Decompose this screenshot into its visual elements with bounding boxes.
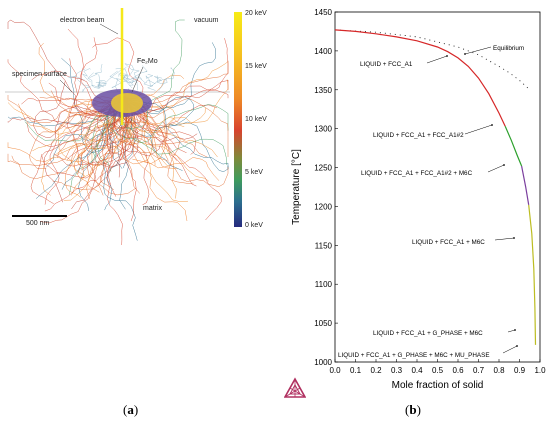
x-tick-label: 0.7: [473, 366, 485, 375]
x-axis-label: Mole fraction of solid: [392, 380, 484, 391]
y-tick-label: 1250: [314, 164, 332, 173]
liquid-fcc-fcc2-m6c-annotation-arrow: [487, 164, 505, 173]
colorbar-tick-0: 0 keV: [245, 222, 263, 229]
liquid-fcc-m6c-annotation-arrowhead: [513, 237, 515, 239]
electron-beam-label: electron beam: [60, 17, 105, 24]
x-tick-label: 0.2: [370, 366, 382, 375]
liquid-fcc-g-m6c-annotation: LIQUID + FCC_A1 + G_PHASE + M6C: [373, 330, 483, 337]
precipitate-pointer: [131, 66, 144, 93]
trajectory-group: [7, 19, 229, 246]
liquid-fcc-fcc2-m6c-annotation-arrowhead: [503, 164, 505, 166]
vacuum-label: vacuum: [194, 17, 219, 24]
x-tick-label: 0.5: [432, 366, 444, 375]
x-tick-label: 0.6: [452, 366, 464, 375]
thermocalc-logo-icon: [284, 377, 306, 398]
liquid-fcc-fcc2-m6c-annotation: LIQUID + FCC_A1 + FCC_A1#2 + M6C: [361, 170, 473, 177]
liquid-fcc-annotation-arrow: [426, 55, 448, 64]
y-tick-label: 1150: [315, 241, 333, 250]
y-tick-label: 1200: [314, 202, 332, 211]
scale-bar: [12, 215, 67, 217]
electron-beam-pointer: [99, 23, 119, 35]
series-scheil-segment-2: [521, 165, 530, 205]
equilibrium-annotation-arrow: [464, 46, 492, 55]
surface-pointer: [59, 79, 73, 93]
x-tick-label: 0.9: [514, 366, 526, 375]
liquid-fcc-g-m6c-annotation-arrow: [507, 329, 516, 333]
liquid-fcc-m6c-annotation: LIQUID + FCC_A1 + M6C: [412, 239, 485, 246]
equilibrium-annotation: Equilibrium: [493, 45, 524, 52]
series-scheil-segment-1: [504, 126, 523, 167]
series-scheil-segment-0: [334, 29, 506, 127]
y-tick-label: 1300: [314, 125, 332, 134]
x-tick-label: 0.1: [350, 366, 362, 375]
colorbar-tick-15: 15 keV: [245, 63, 267, 70]
y-tick-label: 1050: [314, 319, 332, 328]
panel-a-simulation: electron beam vacuum specimen surface Fe…: [0, 0, 270, 260]
liquid-fcc-g-m6c-annotation-arrowhead: [514, 329, 516, 331]
precipitate-label: Fe₂Mo: [137, 58, 158, 65]
series-equilibrium-line: [334, 29, 531, 91]
colorbar-tick-20: 20 keV: [245, 10, 267, 17]
y-tick-label: 1350: [314, 86, 332, 95]
electron-trajectory-plot: [5, 8, 230, 246]
liquid-fcc-g-m6c-mu-annotation: LIQUID + FCC_A1 + G_PHASE + M6C + MU_PHA…: [338, 352, 490, 359]
matrix-label: matrix: [143, 205, 163, 212]
liquid-fcc-fcc2-annotation-arrowhead: [491, 124, 493, 126]
liquid-fcc-fcc2-annotation-arrow: [464, 124, 493, 135]
liquid-fcc-m6c-annotation-arrow: [494, 237, 515, 241]
x-tick-label: 0.3: [391, 366, 403, 375]
y-tick-label: 1400: [314, 47, 332, 56]
x-tick-label: 0.8: [493, 366, 505, 375]
colorbar-tick-10: 10 keV: [245, 116, 267, 123]
scale-bar-label: 500 nm: [26, 220, 50, 227]
specimen-surface-label: specimen surface: [12, 71, 67, 78]
x-tick-label: 1.0: [534, 366, 546, 375]
y-tick-label: 1450: [314, 8, 332, 17]
y-tick-label: 1100: [315, 280, 333, 289]
liquid-fcc-g-m6c-mu-annotation-arrow: [502, 345, 518, 354]
energy-colorbar: [234, 12, 242, 227]
caption-b: (b): [405, 402, 421, 417]
y-tick-label: 1000: [314, 358, 332, 367]
equilibrium-annotation-arrowhead: [464, 53, 466, 55]
x-tick-label: 0.4: [411, 366, 423, 375]
panel-b-scheil-chart: 0.0 0.1 0.2 0.3 0.4 0.5 0.6 0.7 0.8 0.9 1.0 1000 105…: [285, 0, 550, 400]
liquid-fcc-annotation-arrowhead: [446, 55, 448, 57]
precipitate-core: [111, 93, 143, 113]
x-tick-label: 0.0: [329, 366, 341, 375]
y-axis-label: Temperature [°C]: [291, 149, 302, 225]
liquid-fcc-fcc2-annotation: LIQUID + FCC_A1 + FCC_A1#2: [373, 132, 464, 139]
scheil-solidification-chart: 0.0 0.1 0.2 0.3 0.4 0.5 0.6 0.7 0.8 0.9 1.0 1000 105…: [291, 8, 546, 391]
colorbar-tick-5: 5 keV: [245, 169, 263, 176]
series-scheil-segment-3: [528, 204, 537, 345]
liquid-fcc-g-m6c-mu-annotation-arrowhead: [516, 345, 518, 347]
liquid-fcc-annotation: LIQUID + FCC_A1: [360, 61, 413, 68]
caption-a: (a): [123, 402, 139, 417]
